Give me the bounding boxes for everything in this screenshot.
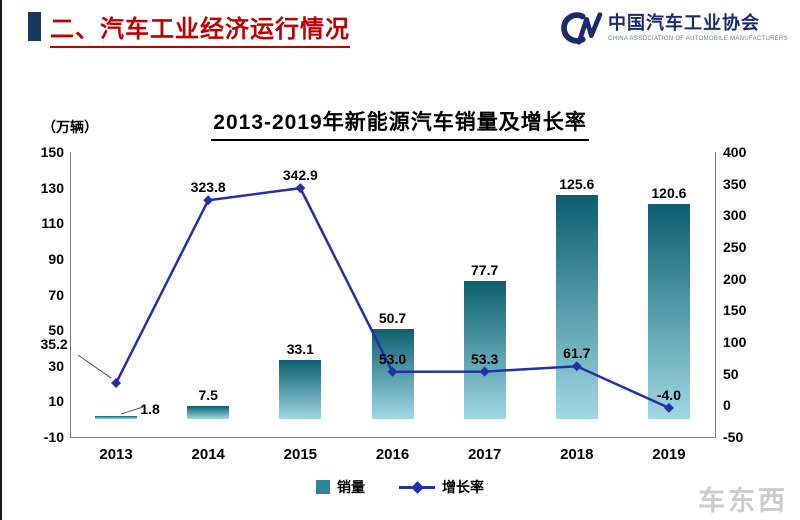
x-axis-label-2018: 2018 bbox=[560, 446, 594, 463]
left-axis-tick-label: 10 bbox=[48, 393, 64, 410]
legend-item-growth: 增长率 bbox=[399, 477, 484, 497]
right-axis-tick-label: 150 bbox=[723, 302, 747, 319]
legend-growth-line-icon bbox=[399, 480, 435, 494]
left-axis-tick-label: 130 bbox=[40, 179, 64, 196]
right-axis-tick-label: 100 bbox=[723, 334, 747, 350]
bar-value-label-2016: 50.7 bbox=[378, 309, 407, 326]
x-axis-label-2019: 2019 bbox=[652, 446, 686, 463]
growth-marker-2017 bbox=[479, 366, 490, 377]
x-axis-label-2016: 2016 bbox=[375, 446, 410, 463]
bar-2019 bbox=[647, 204, 690, 420]
right-axis-tick-label: 50 bbox=[723, 365, 739, 382]
growth-value-label-2013: 35.2 bbox=[40, 336, 68, 353]
right-axis-tick-label: 0 bbox=[723, 397, 731, 414]
legend-sales-swatch-icon bbox=[316, 480, 330, 494]
caam-logo-name: 中国汽车工业协会 bbox=[608, 13, 761, 34]
header-accent-bar bbox=[28, 12, 41, 41]
growth-marker-2019 bbox=[663, 402, 674, 413]
growth-marker-2015 bbox=[295, 183, 306, 194]
right-axis-tick-label: 300 bbox=[723, 207, 747, 224]
growth-value-label-2014: 323.8 bbox=[190, 179, 226, 196]
right-axis-tick-label: 400 bbox=[723, 144, 747, 160]
bar-2018 bbox=[555, 195, 598, 420]
x-axis-label-2015: 2015 bbox=[283, 446, 318, 463]
growth-marker-2018 bbox=[571, 361, 582, 372]
x-axis-label-2013: 2013 bbox=[99, 446, 133, 463]
bar-value-label-2015: 33.1 bbox=[286, 341, 314, 358]
chart-title-wrap: 2013-2019年新能源汽车销量及增长率 bbox=[0, 106, 800, 141]
growth-marker-2013 bbox=[111, 378, 122, 389]
label-leader-line bbox=[120, 406, 144, 415]
y-axis-left-line bbox=[70, 152, 71, 437]
legend-growth-label: 增长率 bbox=[442, 479, 484, 495]
right-axis-tick-label: 250 bbox=[723, 239, 747, 255]
left-axis-tick-label: 150 bbox=[40, 144, 64, 160]
left-axis-tick-label: 110 bbox=[41, 215, 64, 232]
y-axis-right-line bbox=[715, 152, 716, 437]
right-axis-tick-label: 200 bbox=[723, 270, 747, 287]
slide-left-border bbox=[0, 0, 2, 520]
growth-value-label-2017: 53.3 bbox=[471, 350, 499, 367]
x-axis-line bbox=[70, 437, 716, 438]
label-leader-line bbox=[77, 354, 112, 379]
x-axis-label-2014: 2014 bbox=[191, 446, 225, 463]
chart-title: 2013-2019年新能源汽车销量及增长率 bbox=[211, 106, 589, 141]
right-axis-tick-label: 350 bbox=[723, 175, 747, 192]
caam-logo-subtitle: CHINA ASSOCIATION OF AUTOMOBILE MANUFACT… bbox=[608, 35, 788, 42]
growth-value-label-2016: 53.0 bbox=[378, 350, 407, 367]
growth-rate-line-chart bbox=[77, 183, 674, 415]
growth-value-label-2018: 61.7 bbox=[563, 345, 591, 362]
caam-logo-icon bbox=[561, 12, 603, 45]
watermark: 车东西 bbox=[698, 486, 788, 516]
left-axis-tick-label: -10 bbox=[43, 429, 64, 445]
bar-2015 bbox=[279, 360, 322, 420]
caam-logo: 中国汽车工业协会 CHINA ASSOCIATION OF AUTOMOBILE… bbox=[553, 8, 788, 48]
growth-marker-2016 bbox=[387, 366, 398, 377]
right-axis-tick-label: -50 bbox=[723, 429, 744, 445]
x-axis-label-2017: 2017 bbox=[467, 446, 502, 463]
left-axis-unit-label: （万辆） bbox=[42, 119, 98, 135]
bar-value-label-2013: 1.8 bbox=[140, 400, 160, 417]
left-axis-tick-label: 30 bbox=[48, 357, 64, 374]
bar-value-label-2017: 77.7 bbox=[471, 261, 499, 278]
bar-2017 bbox=[463, 280, 506, 420]
legend-sales-label: 销量 bbox=[337, 479, 365, 495]
bar-value-label-2018: 125.6 bbox=[559, 176, 595, 193]
legend-growth-diamond-icon bbox=[411, 480, 424, 494]
left-axis-tick-label: 50 bbox=[48, 322, 64, 339]
bar-2013 bbox=[95, 415, 138, 420]
caam-logo-text: 中国汽车工业协会 CHINA ASSOCIATION OF AUTOMOBILE… bbox=[608, 13, 788, 42]
bar-value-label-2014: 7.5 bbox=[198, 386, 218, 403]
chart-legend: 销量 增长率 bbox=[0, 477, 800, 497]
page-title: 二、汽车工业经济运行情况 bbox=[50, 9, 350, 48]
bar-value-label-2019: 120.6 bbox=[651, 185, 687, 202]
left-axis-tick-label: 70 bbox=[48, 286, 64, 303]
growth-value-label-2015: 342.9 bbox=[282, 167, 318, 184]
growth-marker-2014 bbox=[203, 195, 214, 206]
growth-value-label-2019: -4.0 bbox=[656, 386, 681, 403]
legend-item-sales: 销量 bbox=[316, 477, 365, 497]
bar-2014 bbox=[187, 405, 230, 420]
left-axis-tick-label: 90 bbox=[48, 250, 64, 267]
